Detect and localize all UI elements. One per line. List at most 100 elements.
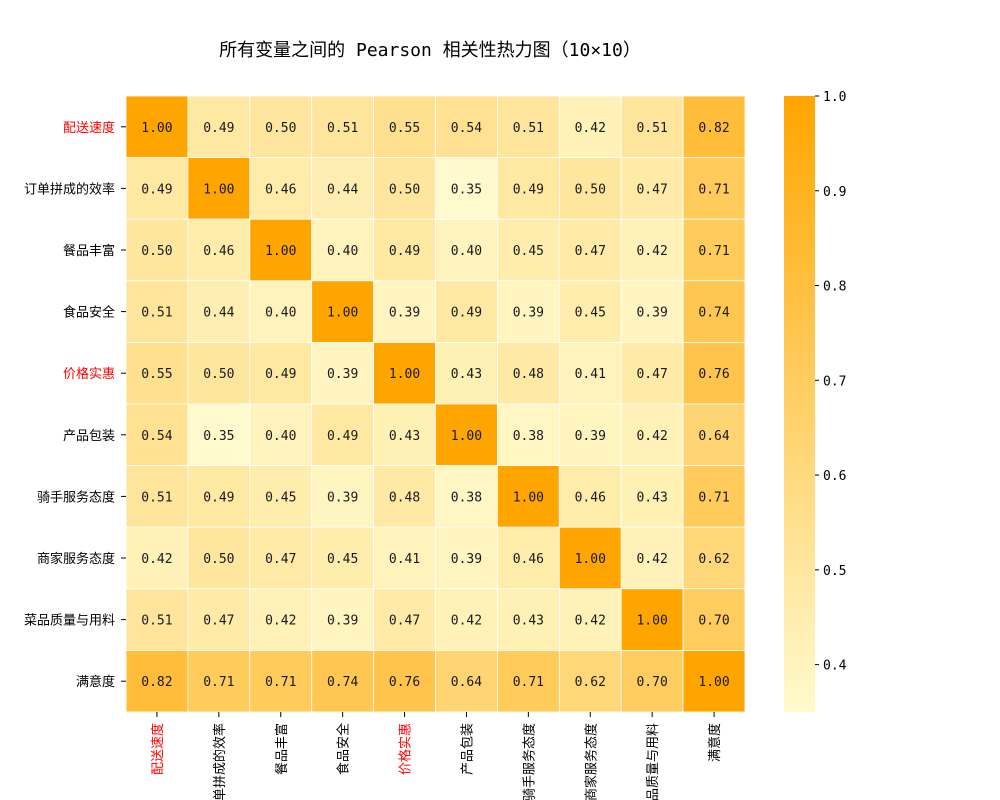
heatmap-cell [249,403,313,466]
heatmap-cell [249,588,313,651]
cell-value-label: 1.00 [389,367,420,382]
cell-value-label: 0.51 [141,306,172,321]
cell-value-label: 0.49 [203,490,234,505]
colorbar-tick-label: 0.4 [823,659,847,674]
cell-value-label: 1.00 [203,182,234,197]
y-tick-label: 价格实惠 [63,366,115,382]
cell-value-label: 0.35 [451,182,482,197]
cell-value-label: 0.38 [513,429,544,444]
cell-value-label: 0.47 [575,244,606,259]
cell-value-label: 1.00 [141,121,172,136]
x-tick-label: 满意度 [707,723,723,762]
heatmap-cell [187,526,251,590]
heatmap-cell [682,526,746,590]
cell-value-label: 0.41 [389,552,420,567]
heatmap-cell [435,403,498,466]
cell-value-label: 0.76 [389,675,420,690]
heatmap-cell [620,650,684,713]
y-tick-label: 商家服务态度 [37,551,115,567]
cell-value-label: 0.62 [698,552,729,567]
heatmap-cell [373,588,436,651]
heatmap-cell [311,465,375,528]
heatmap-cell [187,341,251,405]
heatmap-cell [187,218,251,282]
y-tick-label: 产品包装 [63,429,115,444]
cell-value-label: 0.70 [698,614,729,629]
heatmap-cell [311,403,375,466]
cell-value-label: 0.39 [327,490,358,505]
heatmap-cell [435,526,498,590]
heatmap-cell [682,465,746,528]
heatmap-cell [558,157,622,220]
heatmap-cell [620,403,684,466]
heatmap-cell [311,95,375,158]
cell-value-label: 0.51 [141,614,172,629]
heatmap-cell [682,650,746,713]
heatmap-cell [373,95,436,158]
colorbar-tick-label: 0.9 [823,185,846,200]
chart-title: 所有变量之间的 Pearson 相关性热力图（10×10） [219,40,641,61]
cell-value-label: 0.50 [389,182,420,197]
heatmap-cell [620,465,684,528]
cell-value-label: 0.51 [636,121,667,136]
cell-value-label: 0.44 [203,306,234,321]
cell-value-label: 0.40 [265,306,296,321]
heatmap-cell [682,280,746,343]
cell-value-label: 1.00 [636,614,667,629]
heatmap-cell [311,588,375,651]
cell-value-label: 0.39 [451,552,482,567]
heatmap-cell [435,157,498,220]
heatmap-cell [620,218,684,282]
cell-value-label: 0.74 [327,675,358,690]
cell-value-label: 0.62 [575,675,606,690]
y-tick-label: 菜品质量与用料 [24,614,115,629]
x-tick-label: 骑手服务态度 [521,723,537,800]
cell-value-label: 0.39 [575,429,606,444]
cell-value-label: 0.42 [636,429,667,444]
heatmap-cell [373,218,436,282]
cell-value-label: 0.42 [636,244,667,259]
heatmap-cell [311,650,375,713]
heatmap-cell [311,157,375,220]
cell-value-label: 0.50 [141,244,172,259]
cell-value-label: 0.55 [141,367,172,382]
heatmap-cell [373,403,436,466]
cell-value-label: 0.42 [575,121,606,136]
cell-value-label: 0.55 [389,121,420,136]
cell-value-label: 0.50 [203,552,234,567]
heatmap-cell [496,341,560,405]
colorbar-tick-label: 0.6 [823,469,846,484]
cell-value-label: 1.00 [698,675,729,690]
heatmap-cell [435,280,498,343]
heatmap-cell [558,341,622,405]
cell-value-label: 0.48 [389,490,420,505]
cell-value-label: 0.47 [265,552,296,567]
cell-value-label: 0.64 [451,675,482,690]
cell-value-label: 0.51 [141,490,172,505]
cell-value-label: 0.50 [203,367,234,382]
cell-value-label: 0.71 [513,675,544,690]
cell-value-label: 0.71 [265,675,296,690]
heatmap-cell [682,588,746,651]
cell-value-label: 0.46 [513,552,544,567]
heatmap-cell [558,218,622,282]
heatmap-cell [496,280,560,343]
y-tick-label: 食品安全 [63,305,115,321]
cell-value-label: 0.49 [513,182,544,197]
heatmap-cell [620,588,684,651]
heatmap-cell [620,280,684,343]
x-tick-label: 食品安全 [336,723,352,775]
heatmap-cell [249,157,313,220]
cell-value-label: 0.50 [575,182,606,197]
heatmap-cell [187,588,251,651]
cell-value-label: 0.39 [327,614,358,629]
cell-value-label: 0.42 [451,614,482,629]
heatmap-cell [558,280,622,343]
cell-value-label: 0.42 [575,614,606,629]
x-tick-label: 商家服务态度 [583,723,599,800]
heatmap-cell [558,588,622,651]
cell-value-label: 0.71 [698,182,729,197]
heatmap-cell [620,526,684,590]
heatmap-cell [187,650,251,713]
heatmap-cell [496,526,560,590]
